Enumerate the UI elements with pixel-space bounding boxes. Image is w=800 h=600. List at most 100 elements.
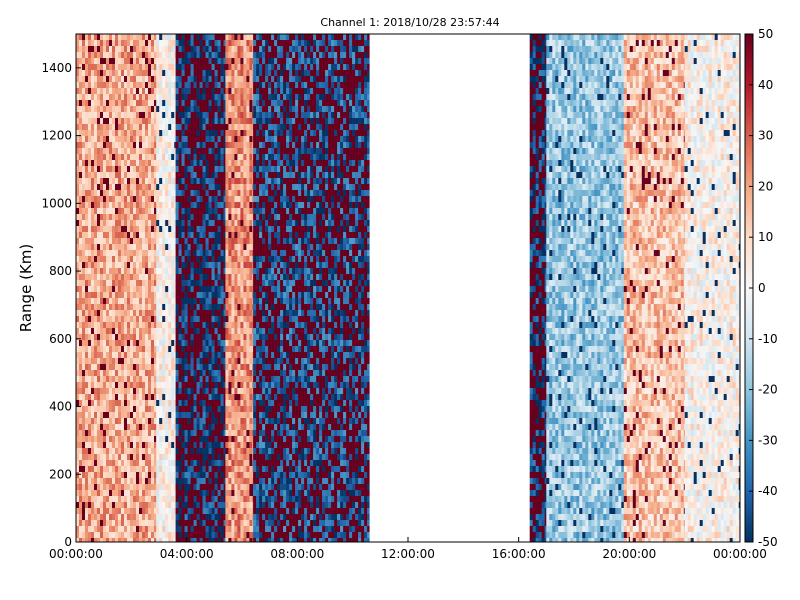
heatmap-cell	[223, 280, 226, 287]
heatmap-cell	[234, 82, 238, 89]
heatmap-cell	[199, 346, 203, 353]
heatmap-cell	[237, 514, 241, 521]
heatmap-cell	[187, 352, 191, 359]
heatmap-cell	[175, 88, 179, 95]
heatmap-cell	[85, 382, 89, 389]
heatmap-cell	[217, 448, 221, 455]
heatmap-cell	[112, 190, 116, 197]
heatmap-cell	[211, 70, 215, 77]
heatmap-cell	[91, 346, 95, 353]
heatmap-cell	[234, 244, 238, 251]
heatmap-cell	[139, 352, 143, 359]
heatmap-cell	[243, 232, 247, 239]
heatmap-cell	[127, 58, 131, 65]
heatmap-cell	[100, 424, 104, 431]
heatmap-cell	[193, 346, 197, 353]
heatmap-cell	[130, 220, 134, 227]
heatmap-cell	[91, 214, 95, 221]
heatmap-cell	[130, 166, 134, 173]
heatmap-cell	[174, 400, 176, 407]
heatmap-cell	[193, 454, 197, 461]
heatmap-cell	[171, 376, 175, 383]
heatmap-cell	[178, 490, 182, 497]
heatmap-cell	[124, 508, 128, 515]
heatmap-cell	[136, 484, 140, 491]
heatmap-cell	[220, 280, 224, 287]
heatmap-cell	[103, 148, 107, 155]
heatmap-cell	[97, 244, 101, 251]
heatmap-cell	[136, 64, 140, 71]
heatmap-cell	[118, 214, 122, 221]
heatmap-cell	[190, 76, 194, 83]
heatmap-cell	[225, 526, 229, 533]
heatmap-cell	[214, 124, 218, 131]
heatmap-cell	[225, 334, 229, 341]
heatmap-cell	[79, 250, 83, 257]
heatmap-cell	[142, 46, 146, 53]
heatmap-cell	[106, 142, 110, 149]
heatmap-cell	[112, 184, 116, 191]
heatmap-cell	[243, 238, 247, 245]
heatmap-cell	[106, 100, 110, 107]
heatmap-cell	[100, 286, 104, 293]
heatmap-cell	[91, 436, 95, 443]
heatmap-cell	[184, 118, 188, 125]
heatmap-cell	[228, 514, 232, 521]
heatmap-cell	[193, 388, 197, 395]
heatmap-cell	[175, 46, 179, 53]
heatmap-cell	[121, 334, 125, 341]
heatmap-cell	[181, 88, 185, 95]
heatmap-cell	[217, 388, 221, 395]
heatmap-cell	[214, 442, 218, 449]
heatmap-cell	[237, 538, 241, 542]
heatmap-cell	[118, 454, 122, 461]
heatmap-cell	[94, 406, 98, 413]
heatmap-cell	[231, 316, 235, 323]
heatmap-cell	[246, 328, 250, 335]
heatmap-cell	[127, 226, 131, 233]
heatmap-cell	[76, 400, 80, 407]
heatmap-cell	[151, 520, 155, 527]
heatmap-cell	[139, 250, 143, 257]
heatmap-cell	[181, 196, 185, 203]
heatmap-cell	[162, 70, 166, 77]
heatmap-cell	[175, 526, 179, 533]
heatmap-cell	[220, 502, 224, 509]
heatmap-cell	[181, 160, 185, 167]
heatmap-cell	[190, 226, 194, 233]
heatmap-cell	[181, 472, 185, 479]
heatmap-cell	[205, 430, 209, 437]
heatmap-cell	[181, 274, 185, 281]
heatmap-cell	[243, 316, 247, 323]
heatmap-cell	[199, 388, 203, 395]
heatmap-cell	[211, 268, 215, 275]
heatmap-cell	[76, 424, 80, 431]
heatmap-cell	[240, 190, 244, 197]
heatmap-cell	[184, 214, 188, 221]
heatmap-cell	[234, 496, 238, 503]
heatmap-cell	[225, 124, 229, 131]
heatmap-cell	[174, 466, 176, 473]
heatmap-cell	[181, 202, 185, 209]
heatmap-cell	[234, 520, 238, 527]
heatmap-cell	[133, 244, 137, 251]
heatmap-cell	[88, 118, 92, 125]
heatmap-cell	[243, 112, 247, 119]
heatmap-cell	[151, 82, 155, 89]
heatmap-cell	[220, 160, 224, 167]
heatmap-cell	[162, 442, 166, 449]
heatmap-cell	[82, 538, 86, 542]
heatmap-cell	[94, 262, 98, 269]
heatmap-cell	[121, 112, 125, 119]
heatmap-cell	[205, 100, 209, 107]
heatmap-cell	[228, 106, 232, 113]
heatmap-cell	[181, 334, 185, 341]
heatmap-cell	[165, 280, 169, 287]
heatmap-cell	[240, 502, 244, 509]
heatmap-cell	[240, 490, 244, 497]
heatmap-cell	[214, 106, 218, 113]
heatmap-cell	[178, 52, 182, 59]
heatmap-cell	[97, 430, 101, 437]
heatmap-cell	[190, 538, 194, 542]
heatmap-cell	[246, 352, 250, 359]
